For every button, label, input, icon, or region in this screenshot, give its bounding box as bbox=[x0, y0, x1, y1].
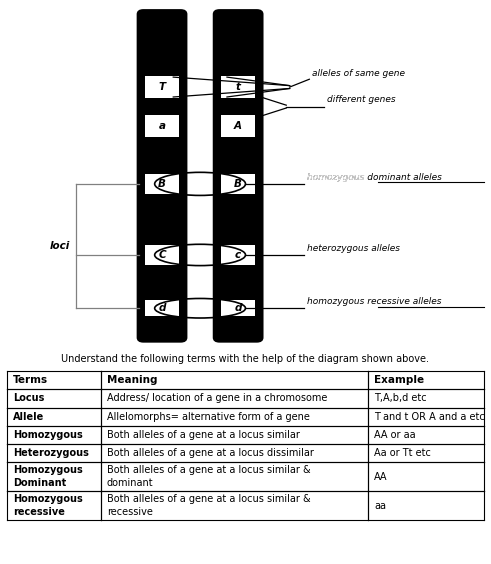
Text: B: B bbox=[158, 179, 166, 189]
Text: Both alleles of a gene at a locus similar: Both alleles of a gene at a locus simila… bbox=[107, 430, 300, 440]
Text: Meaning: Meaning bbox=[107, 375, 158, 385]
Text: Understand the following terms with the help of the diagram shown above.: Understand the following terms with the … bbox=[61, 354, 430, 364]
Bar bbox=[145, 174, 179, 193]
Text: T and t OR A and a etc: T and t OR A and a etc bbox=[374, 412, 485, 422]
Bar bbox=[221, 116, 255, 137]
Text: AA: AA bbox=[374, 472, 387, 482]
Text: homozygous recessive alleles: homozygous recessive alleles bbox=[307, 297, 441, 306]
Bar bbox=[145, 76, 179, 98]
Text: alleles of same gene: alleles of same gene bbox=[312, 69, 405, 78]
FancyBboxPatch shape bbox=[214, 10, 263, 342]
Bar bbox=[221, 174, 255, 193]
Bar bbox=[221, 76, 255, 98]
Text: Terms: Terms bbox=[13, 375, 48, 385]
Text: T,A,b,d etc: T,A,b,d etc bbox=[374, 394, 427, 403]
Text: A: A bbox=[234, 121, 242, 131]
Text: Homozygous
Dominant: Homozygous Dominant bbox=[13, 465, 83, 488]
Text: C: C bbox=[158, 250, 166, 260]
Text: c: c bbox=[235, 250, 241, 260]
Bar bbox=[221, 245, 255, 265]
Text: Heterozygous: Heterozygous bbox=[13, 448, 89, 458]
Text: t: t bbox=[236, 82, 241, 92]
Text: loci: loci bbox=[50, 241, 70, 251]
Bar bbox=[221, 300, 255, 316]
Text: a: a bbox=[159, 121, 165, 131]
Text: AA or aa: AA or aa bbox=[374, 430, 415, 440]
Text: Homozygous
recessive: Homozygous recessive bbox=[13, 495, 83, 517]
Bar bbox=[145, 300, 179, 316]
Text: Example: Example bbox=[374, 375, 424, 385]
Text: Both alleles of a gene at a locus similar &
recessive: Both alleles of a gene at a locus simila… bbox=[107, 495, 310, 517]
Text: different genes: different genes bbox=[327, 95, 395, 104]
Text: homozygous dominant alleles: homozygous dominant alleles bbox=[307, 173, 442, 182]
Text: Allele: Allele bbox=[13, 412, 44, 422]
Text: heterozygous alleles: heterozygous alleles bbox=[307, 244, 400, 253]
Text: Homozygous: Homozygous bbox=[13, 430, 83, 440]
FancyBboxPatch shape bbox=[137, 10, 187, 342]
Text: Address/ location of a gene in a chromosome: Address/ location of a gene in a chromos… bbox=[107, 394, 327, 403]
Text: T: T bbox=[159, 82, 165, 92]
Text: Aa or Tt etc: Aa or Tt etc bbox=[374, 448, 431, 458]
Bar bbox=[145, 245, 179, 265]
Text: Locus: Locus bbox=[13, 394, 45, 403]
Text: aa: aa bbox=[374, 501, 386, 510]
Text: d: d bbox=[234, 303, 242, 313]
Text: Both alleles of a gene at a locus similar &
dominant: Both alleles of a gene at a locus simila… bbox=[107, 465, 310, 488]
Text: Allelomorphs= alternative form of a gene: Allelomorphs= alternative form of a gene bbox=[107, 412, 310, 422]
Text: Both alleles of a gene at a locus dissimilar: Both alleles of a gene at a locus dissim… bbox=[107, 448, 314, 458]
Bar bbox=[145, 116, 179, 137]
Text: B: B bbox=[234, 179, 242, 189]
Text: homozygous: homozygous bbox=[307, 173, 367, 182]
Text: d: d bbox=[158, 303, 166, 313]
